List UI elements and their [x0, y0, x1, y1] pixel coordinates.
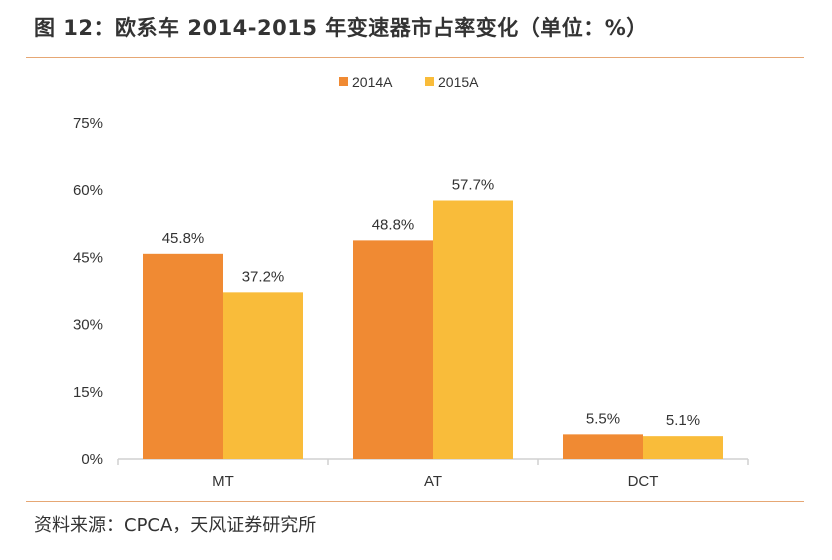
y-tick-label: 0% [81, 451, 103, 468]
x-tick-label: AT [424, 473, 442, 490]
data-label: 57.7% [452, 177, 495, 194]
source-note: 资料来源：CPCA，天风证券研究所 [34, 515, 317, 536]
data-label: 37.2% [242, 268, 285, 285]
y-tick-label: 45% [73, 249, 103, 266]
bar-2015A-MT [223, 292, 303, 459]
x-axis: MT AT DCT [117, 458, 749, 490]
bar-2014A-MT [143, 253, 223, 459]
data-label: 5.5% [586, 410, 620, 427]
legend-swatch [425, 77, 434, 86]
data-labels: 45.8% 48.8% 5.5% 37.2% 57.7% 5.1% [162, 177, 700, 430]
bar-2014A-DCT [563, 434, 643, 459]
bottom-rule [26, 501, 804, 502]
figure-title: 图 12：欧系车 2014-2015 年变速器市占率变化（单位：%） [34, 16, 648, 40]
bar-2015A-AT [433, 200, 513, 459]
legend-label: 2015A [438, 74, 479, 90]
legend-swatch [339, 77, 348, 86]
x-tick-label: MT [212, 473, 234, 490]
data-label: 5.1% [666, 412, 700, 429]
data-label: 45.8% [162, 230, 205, 247]
y-tick-label: 75% [73, 115, 103, 132]
bars [143, 200, 723, 459]
y-tick-label: 30% [73, 317, 103, 334]
data-label: 48.8% [372, 216, 415, 233]
bar-2015A-DCT [643, 436, 723, 459]
y-tick-label: 15% [73, 384, 103, 401]
x-tick-label: DCT [628, 473, 659, 490]
y-tick-label: 60% [73, 182, 103, 199]
y-axis: 0% 15% 30% 45% 60% 75% [73, 115, 103, 468]
legend-label: 2014A [352, 74, 393, 90]
bar-2014A-AT [353, 240, 433, 459]
legend: 2014A 2015A [339, 74, 479, 90]
top-rule [26, 57, 804, 58]
